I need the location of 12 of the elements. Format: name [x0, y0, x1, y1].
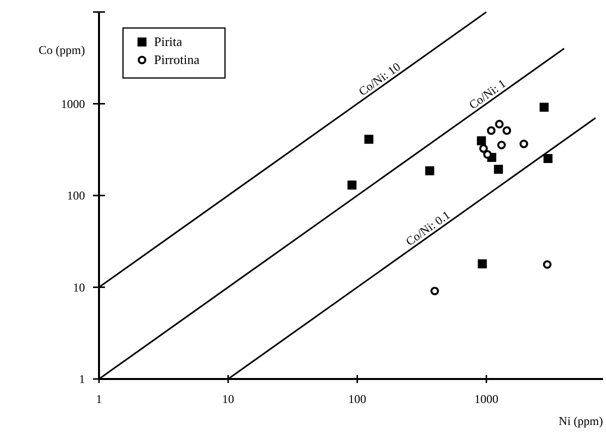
x-tick-label: 100 — [348, 392, 366, 406]
legend-label: Pirita — [154, 34, 182, 49]
y-axis-title: Co (ppm) — [38, 43, 85, 57]
y-tick-label: 1000 — [61, 96, 85, 111]
x-tick-label: 10 — [222, 392, 234, 406]
y-tick-label: 10 — [73, 280, 85, 294]
y-tick-label: 100 — [67, 188, 85, 202]
y-tick-label: 1 — [79, 372, 85, 386]
x-tick-label: 1000 — [474, 392, 498, 406]
legend-label: Pirrotina — [154, 52, 200, 67]
x-axis-title: Ni (ppm) — [558, 414, 603, 428]
x-tick-label: 1 — [96, 392, 102, 406]
